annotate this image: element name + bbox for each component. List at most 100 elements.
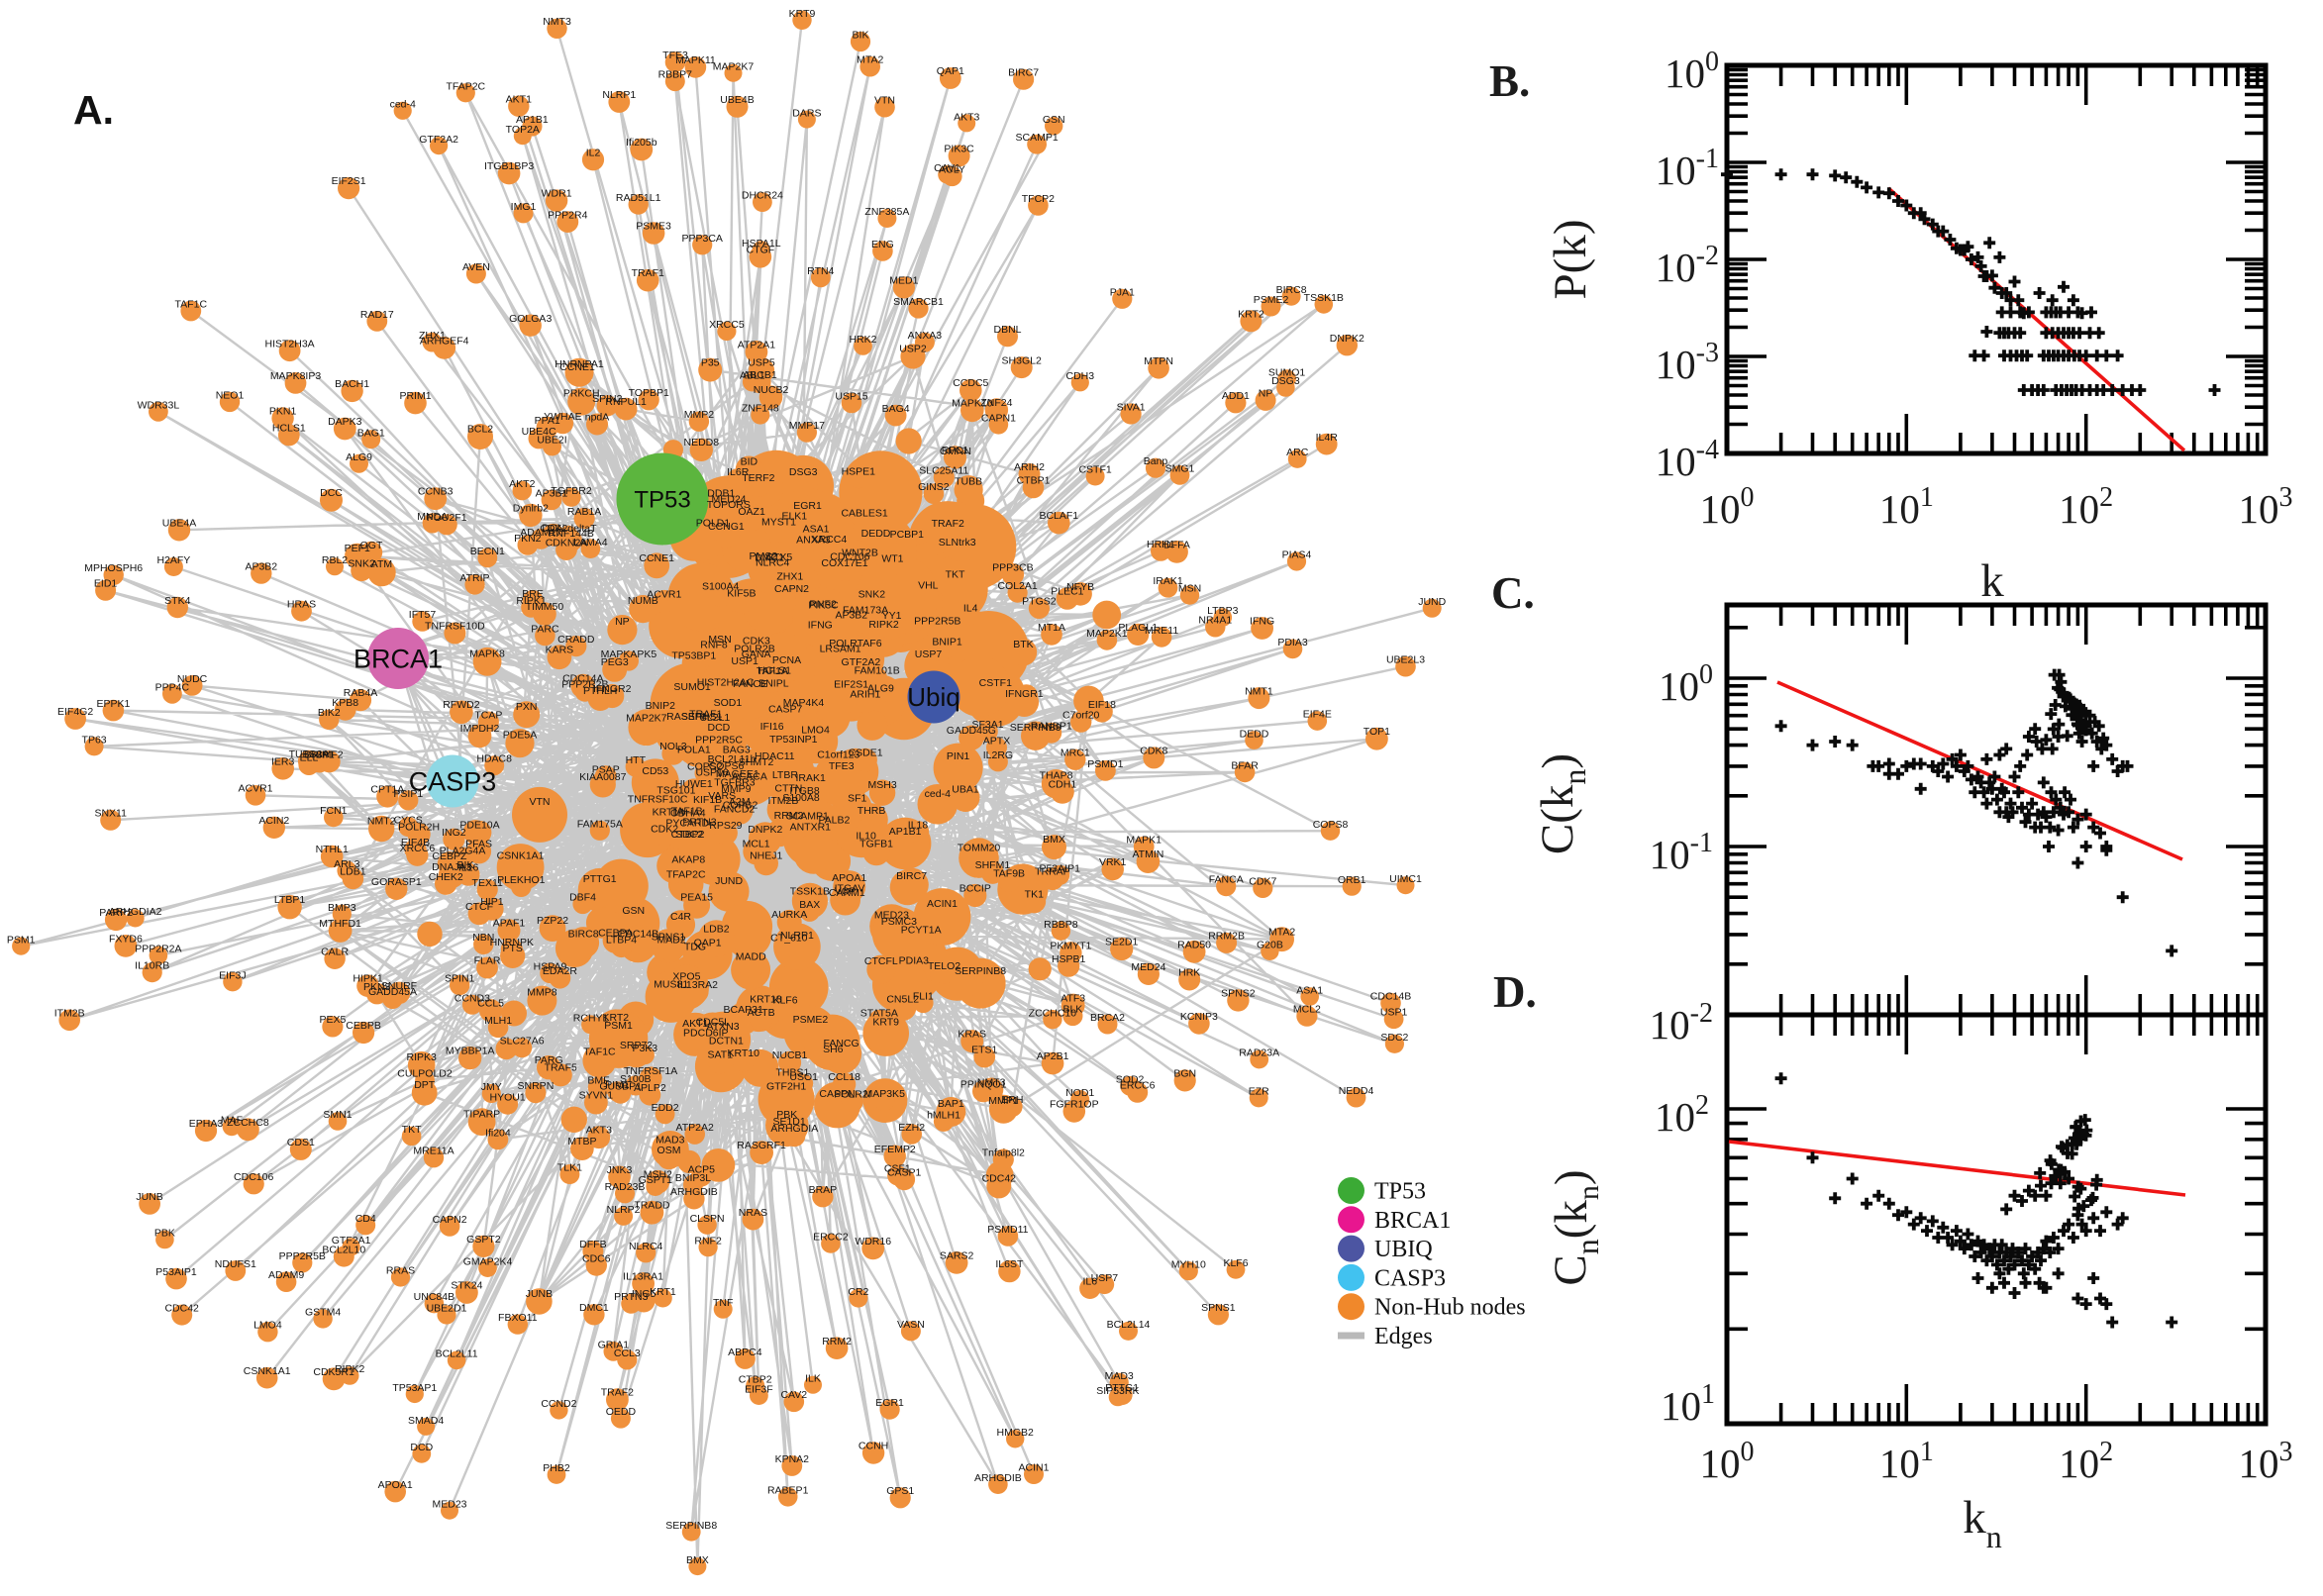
svg-text:NMT3: NMT3 bbox=[543, 16, 571, 28]
svg-text:QAP1: QAP1 bbox=[694, 938, 722, 949]
svg-text:CAV2: CAV2 bbox=[780, 1389, 807, 1401]
svg-text:SHFM1: SHFM1 bbox=[975, 859, 1011, 871]
svg-text:DCN: DCN bbox=[542, 522, 564, 534]
svg-text:FANCE: FANCE bbox=[733, 678, 767, 690]
svg-text:RANBP1: RANBP1 bbox=[1031, 721, 1072, 733]
svg-text:FAM101B: FAM101B bbox=[855, 665, 900, 677]
svg-text:BCL2L14: BCL2L14 bbox=[1107, 1319, 1151, 1331]
svg-text:JUNB: JUNB bbox=[136, 1191, 162, 1203]
svg-text:PRTN3: PRTN3 bbox=[682, 817, 716, 829]
svg-text:EIF2S1: EIF2S1 bbox=[834, 678, 868, 690]
svg-text:KPB8: KPB8 bbox=[332, 697, 358, 709]
svg-text:BMF: BMF bbox=[587, 1075, 609, 1087]
svg-text:MAPKAPK5: MAPKAPK5 bbox=[601, 648, 657, 660]
svg-text:ZNF24: ZNF24 bbox=[980, 397, 1012, 409]
svg-text:BRIP1: BRIP1 bbox=[304, 749, 335, 761]
svg-text:PKN3: PKN3 bbox=[363, 981, 391, 993]
svg-text:FANCD2: FANCD2 bbox=[714, 803, 756, 815]
svg-text:CTBP2: CTBP2 bbox=[671, 829, 705, 841]
svg-text:VTN: VTN bbox=[874, 95, 895, 107]
svg-text:GSPT2: GSPT2 bbox=[466, 1234, 501, 1246]
svg-text:RCHY1: RCHY1 bbox=[573, 1013, 609, 1025]
svg-text:EID1: EID1 bbox=[94, 578, 118, 590]
svg-text:FAM175A: FAM175A bbox=[577, 818, 623, 830]
svg-text:USP7: USP7 bbox=[1091, 1272, 1119, 1284]
svg-text:MTA2: MTA2 bbox=[1268, 926, 1295, 938]
svg-text:HSPA9: HSPA9 bbox=[534, 960, 567, 972]
svg-text:Ifi204: Ifi204 bbox=[485, 1127, 511, 1139]
svg-text:MED23: MED23 bbox=[432, 1499, 466, 1511]
svg-text:A.: A. bbox=[73, 87, 114, 133]
svg-text:HYOU1: HYOU1 bbox=[490, 1092, 526, 1104]
svg-text:PCBP1: PCBP1 bbox=[890, 529, 925, 541]
svg-text:VARS: VARS bbox=[708, 790, 736, 802]
svg-text:STAT5A: STAT5A bbox=[860, 1007, 898, 1019]
svg-text:IMPDH2: IMPDH2 bbox=[460, 723, 500, 735]
svg-text:CDC42: CDC42 bbox=[164, 1302, 199, 1314]
svg-text:CDH3: CDH3 bbox=[1066, 370, 1095, 382]
svg-text:CCL18: CCL18 bbox=[828, 1071, 860, 1083]
svg-text:FCN1: FCN1 bbox=[320, 805, 348, 817]
svg-text:CCNE1: CCNE1 bbox=[639, 552, 674, 564]
svg-text:TRADD: TRADD bbox=[634, 1200, 670, 1212]
svg-text:ELK1: ELK1 bbox=[781, 511, 807, 523]
svg-text:UIMC1: UIMC1 bbox=[1389, 873, 1422, 885]
svg-text:A2M: A2M bbox=[729, 796, 751, 808]
svg-text:FANCG: FANCG bbox=[824, 1038, 859, 1049]
svg-text:DPT: DPT bbox=[414, 1079, 436, 1091]
svg-text:C7orf20: C7orf20 bbox=[1062, 709, 1100, 721]
svg-text:STK24: STK24 bbox=[451, 1280, 482, 1292]
svg-text:PEX5: PEX5 bbox=[319, 1014, 346, 1026]
svg-text:CEBPZ: CEBPZ bbox=[432, 850, 467, 862]
svg-text:TAF1A: TAF1A bbox=[757, 665, 788, 677]
svg-text:CSTF1: CSTF1 bbox=[979, 677, 1012, 689]
svg-text:RRAS: RRAS bbox=[386, 1265, 415, 1277]
svg-text:TGFB1: TGFB1 bbox=[859, 839, 893, 850]
svg-text:PDE5A: PDE5A bbox=[503, 729, 537, 741]
svg-text:APTX: APTX bbox=[983, 735, 1010, 747]
svg-text:MYH10: MYH10 bbox=[1171, 1258, 1206, 1270]
svg-text:COPB2: COPB2 bbox=[723, 800, 758, 812]
svg-text:BNIPL: BNIPL bbox=[758, 677, 789, 689]
svg-text:ZHX1: ZHX1 bbox=[419, 330, 446, 342]
svg-text:TGFBR3: TGFBR3 bbox=[714, 777, 756, 789]
svg-text:USP1: USP1 bbox=[731, 655, 758, 667]
svg-text:BNIP1: BNIP1 bbox=[932, 636, 962, 648]
svg-text:GSPT1: GSPT1 bbox=[639, 1174, 673, 1186]
svg-text:VASN: VASN bbox=[897, 1319, 925, 1331]
svg-text:RASGRF1: RASGRF1 bbox=[737, 1140, 786, 1151]
svg-text:USP15: USP15 bbox=[835, 390, 867, 402]
svg-text:CD4: CD4 bbox=[355, 1213, 376, 1225]
svg-text:ELL: ELL bbox=[300, 752, 319, 764]
svg-text:MRC1: MRC1 bbox=[1060, 747, 1090, 758]
svg-text:TERF2: TERF2 bbox=[742, 472, 774, 484]
svg-text:ATXN3: ATXN3 bbox=[707, 1021, 740, 1033]
svg-text:EIF3F: EIF3F bbox=[745, 1383, 773, 1395]
svg-text:TUBB2A: TUBB2A bbox=[289, 748, 330, 760]
svg-text:PIK3C: PIK3C bbox=[808, 599, 839, 611]
svg-text:KRAS: KRAS bbox=[958, 1029, 986, 1041]
svg-text:GANA: GANA bbox=[742, 648, 771, 660]
svg-text:NLRP2: NLRP2 bbox=[607, 1204, 641, 1216]
svg-text:SCAMP1: SCAMP1 bbox=[786, 811, 829, 823]
svg-text:MAP3K5: MAP3K5 bbox=[863, 1088, 905, 1100]
svg-text:CTBP2: CTBP2 bbox=[739, 1373, 772, 1385]
svg-text:WDR16: WDR16 bbox=[855, 1236, 891, 1247]
svg-text:MED24: MED24 bbox=[711, 493, 746, 505]
svg-text:ARHGDIA: ARHGDIA bbox=[770, 1123, 818, 1135]
svg-text:COL2A1: COL2A1 bbox=[997, 580, 1037, 592]
svg-text:PPP4C: PPP4C bbox=[155, 681, 190, 693]
svg-text:RAD23B: RAD23B bbox=[605, 1181, 646, 1193]
svg-text:RAD51L1: RAD51L1 bbox=[616, 192, 661, 204]
svg-text:VRK1: VRK1 bbox=[1099, 856, 1127, 868]
svg-text:GADD45G: GADD45G bbox=[947, 725, 996, 737]
svg-text:GTF2A2: GTF2A2 bbox=[419, 134, 458, 146]
svg-text:SERPINB8: SERPINB8 bbox=[955, 965, 1006, 977]
svg-text:MTPN: MTPN bbox=[1144, 355, 1173, 367]
svg-text:IFNGR2: IFNGR2 bbox=[593, 683, 632, 695]
svg-text:BRCA1: BRCA1 bbox=[1374, 1208, 1451, 1234]
svg-text:HDAC11: HDAC11 bbox=[755, 750, 795, 762]
svg-text:HIPK1: HIPK1 bbox=[353, 973, 383, 985]
svg-text:LMO4: LMO4 bbox=[253, 1320, 282, 1332]
svg-text:MAD2: MAD2 bbox=[657, 935, 686, 947]
